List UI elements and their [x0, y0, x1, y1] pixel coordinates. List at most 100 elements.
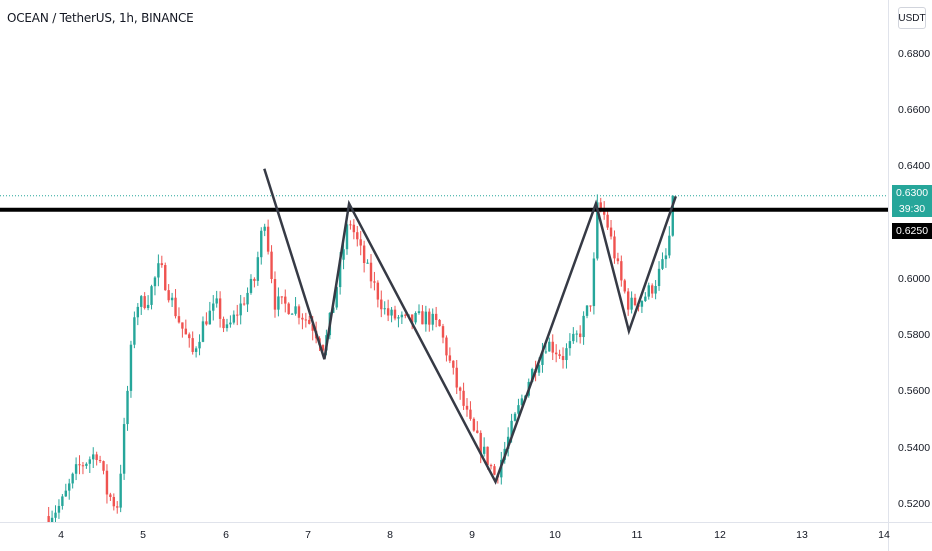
candle-body	[170, 297, 174, 301]
last-price-tag: 0.6300 39:30	[892, 185, 932, 217]
candle-body	[85, 463, 88, 466]
candle-body	[609, 227, 613, 237]
price-axis[interactable]	[888, 0, 932, 522]
candle-body	[338, 259, 342, 288]
candle-body	[266, 226, 270, 252]
candle-body	[506, 436, 510, 449]
candle-body	[352, 224, 356, 233]
candle-body	[129, 344, 133, 391]
candle-body	[400, 314, 404, 318]
axis-corner	[888, 522, 932, 551]
price-tick-label: 0.5800	[898, 329, 931, 341]
candle-body	[229, 322, 232, 325]
candle-body	[47, 516, 50, 522]
candle-body	[105, 470, 109, 495]
candle-body	[657, 268, 661, 287]
candle-body	[218, 298, 222, 319]
currency-button[interactable]: USDT	[898, 7, 926, 29]
candle-body	[650, 285, 654, 294]
candle-body	[297, 306, 301, 318]
candle-body	[568, 341, 572, 349]
candle-body	[458, 387, 462, 391]
candle-body	[273, 279, 277, 310]
candle-body	[376, 282, 380, 300]
candle-body	[561, 356, 565, 361]
candle-body	[184, 328, 188, 335]
candle-body	[242, 303, 246, 305]
candle-body	[232, 314, 236, 323]
candle-body	[301, 317, 304, 320]
candle-body	[263, 226, 266, 231]
candle-body	[479, 432, 482, 454]
candle-body	[201, 321, 205, 342]
candle-body	[74, 464, 78, 474]
candle-body	[585, 305, 589, 316]
candle-body	[270, 251, 273, 280]
candle-body	[57, 505, 61, 513]
candle-body	[349, 224, 352, 226]
candle-body	[544, 351, 548, 353]
candle-body	[517, 405, 520, 414]
candle-body	[434, 313, 438, 320]
price-tick-label: 0.5600	[898, 385, 931, 397]
candle-body	[589, 305, 592, 307]
candle-body	[335, 287, 338, 308]
time-tick-label: 4	[58, 529, 64, 541]
symbol-title: OCEAN / TetherUS, 1h, BINANCE	[7, 11, 194, 25]
price-tick-label: 0.6800	[898, 48, 931, 60]
candle-body	[582, 315, 585, 338]
time-tick-label: 8	[387, 529, 393, 541]
candle-body	[647, 285, 650, 297]
candle-body	[441, 326, 445, 338]
candle-body	[239, 303, 242, 316]
candle-body	[644, 296, 647, 301]
candle-body	[191, 338, 194, 352]
candle-body	[98, 459, 102, 462]
candle-body	[438, 319, 441, 327]
candle-body	[253, 278, 256, 281]
candle-body	[668, 235, 671, 256]
candle-body	[596, 202, 599, 259]
candle-body	[284, 296, 287, 304]
candle-body	[308, 319, 311, 324]
candle-body	[613, 236, 616, 259]
candle-body	[116, 506, 119, 508]
candle-body	[397, 317, 400, 319]
candle-body	[280, 296, 284, 298]
candle-body	[160, 263, 164, 266]
candle-body	[489, 465, 493, 467]
candle-body	[212, 303, 215, 311]
candle-body	[167, 290, 170, 301]
candle-body	[294, 306, 297, 314]
candle-body	[626, 291, 630, 310]
chart-area[interactable]	[0, 0, 888, 522]
candle-body	[537, 364, 541, 373]
candle-body	[277, 296, 280, 310]
candle-body	[445, 337, 448, 356]
candle-body	[513, 413, 517, 421]
candle-body	[287, 303, 290, 315]
time-tick-label: 9	[469, 529, 475, 541]
candle-body	[592, 258, 596, 307]
price-tick-label: 0.6000	[898, 273, 931, 285]
candle-body	[150, 286, 153, 305]
candle-body	[153, 277, 157, 287]
candle-body	[81, 465, 85, 467]
candle-body	[431, 313, 434, 325]
candle-body	[548, 341, 551, 352]
candle-body	[606, 214, 609, 228]
candle-body	[304, 319, 308, 321]
candle-body	[551, 341, 554, 353]
candle-body	[366, 262, 369, 264]
time-tick-label: 6	[223, 529, 229, 541]
candle-body	[599, 202, 602, 209]
candlestick-chart[interactable]	[0, 0, 888, 522]
candle-body	[95, 454, 98, 460]
time-axis[interactable]	[0, 522, 888, 551]
candle-body	[482, 446, 486, 454]
candle-body	[393, 309, 397, 319]
candle-body	[654, 286, 657, 294]
time-tick-label: 7	[305, 529, 311, 541]
candle-body	[345, 224, 349, 250]
candle-body	[140, 296, 143, 307]
